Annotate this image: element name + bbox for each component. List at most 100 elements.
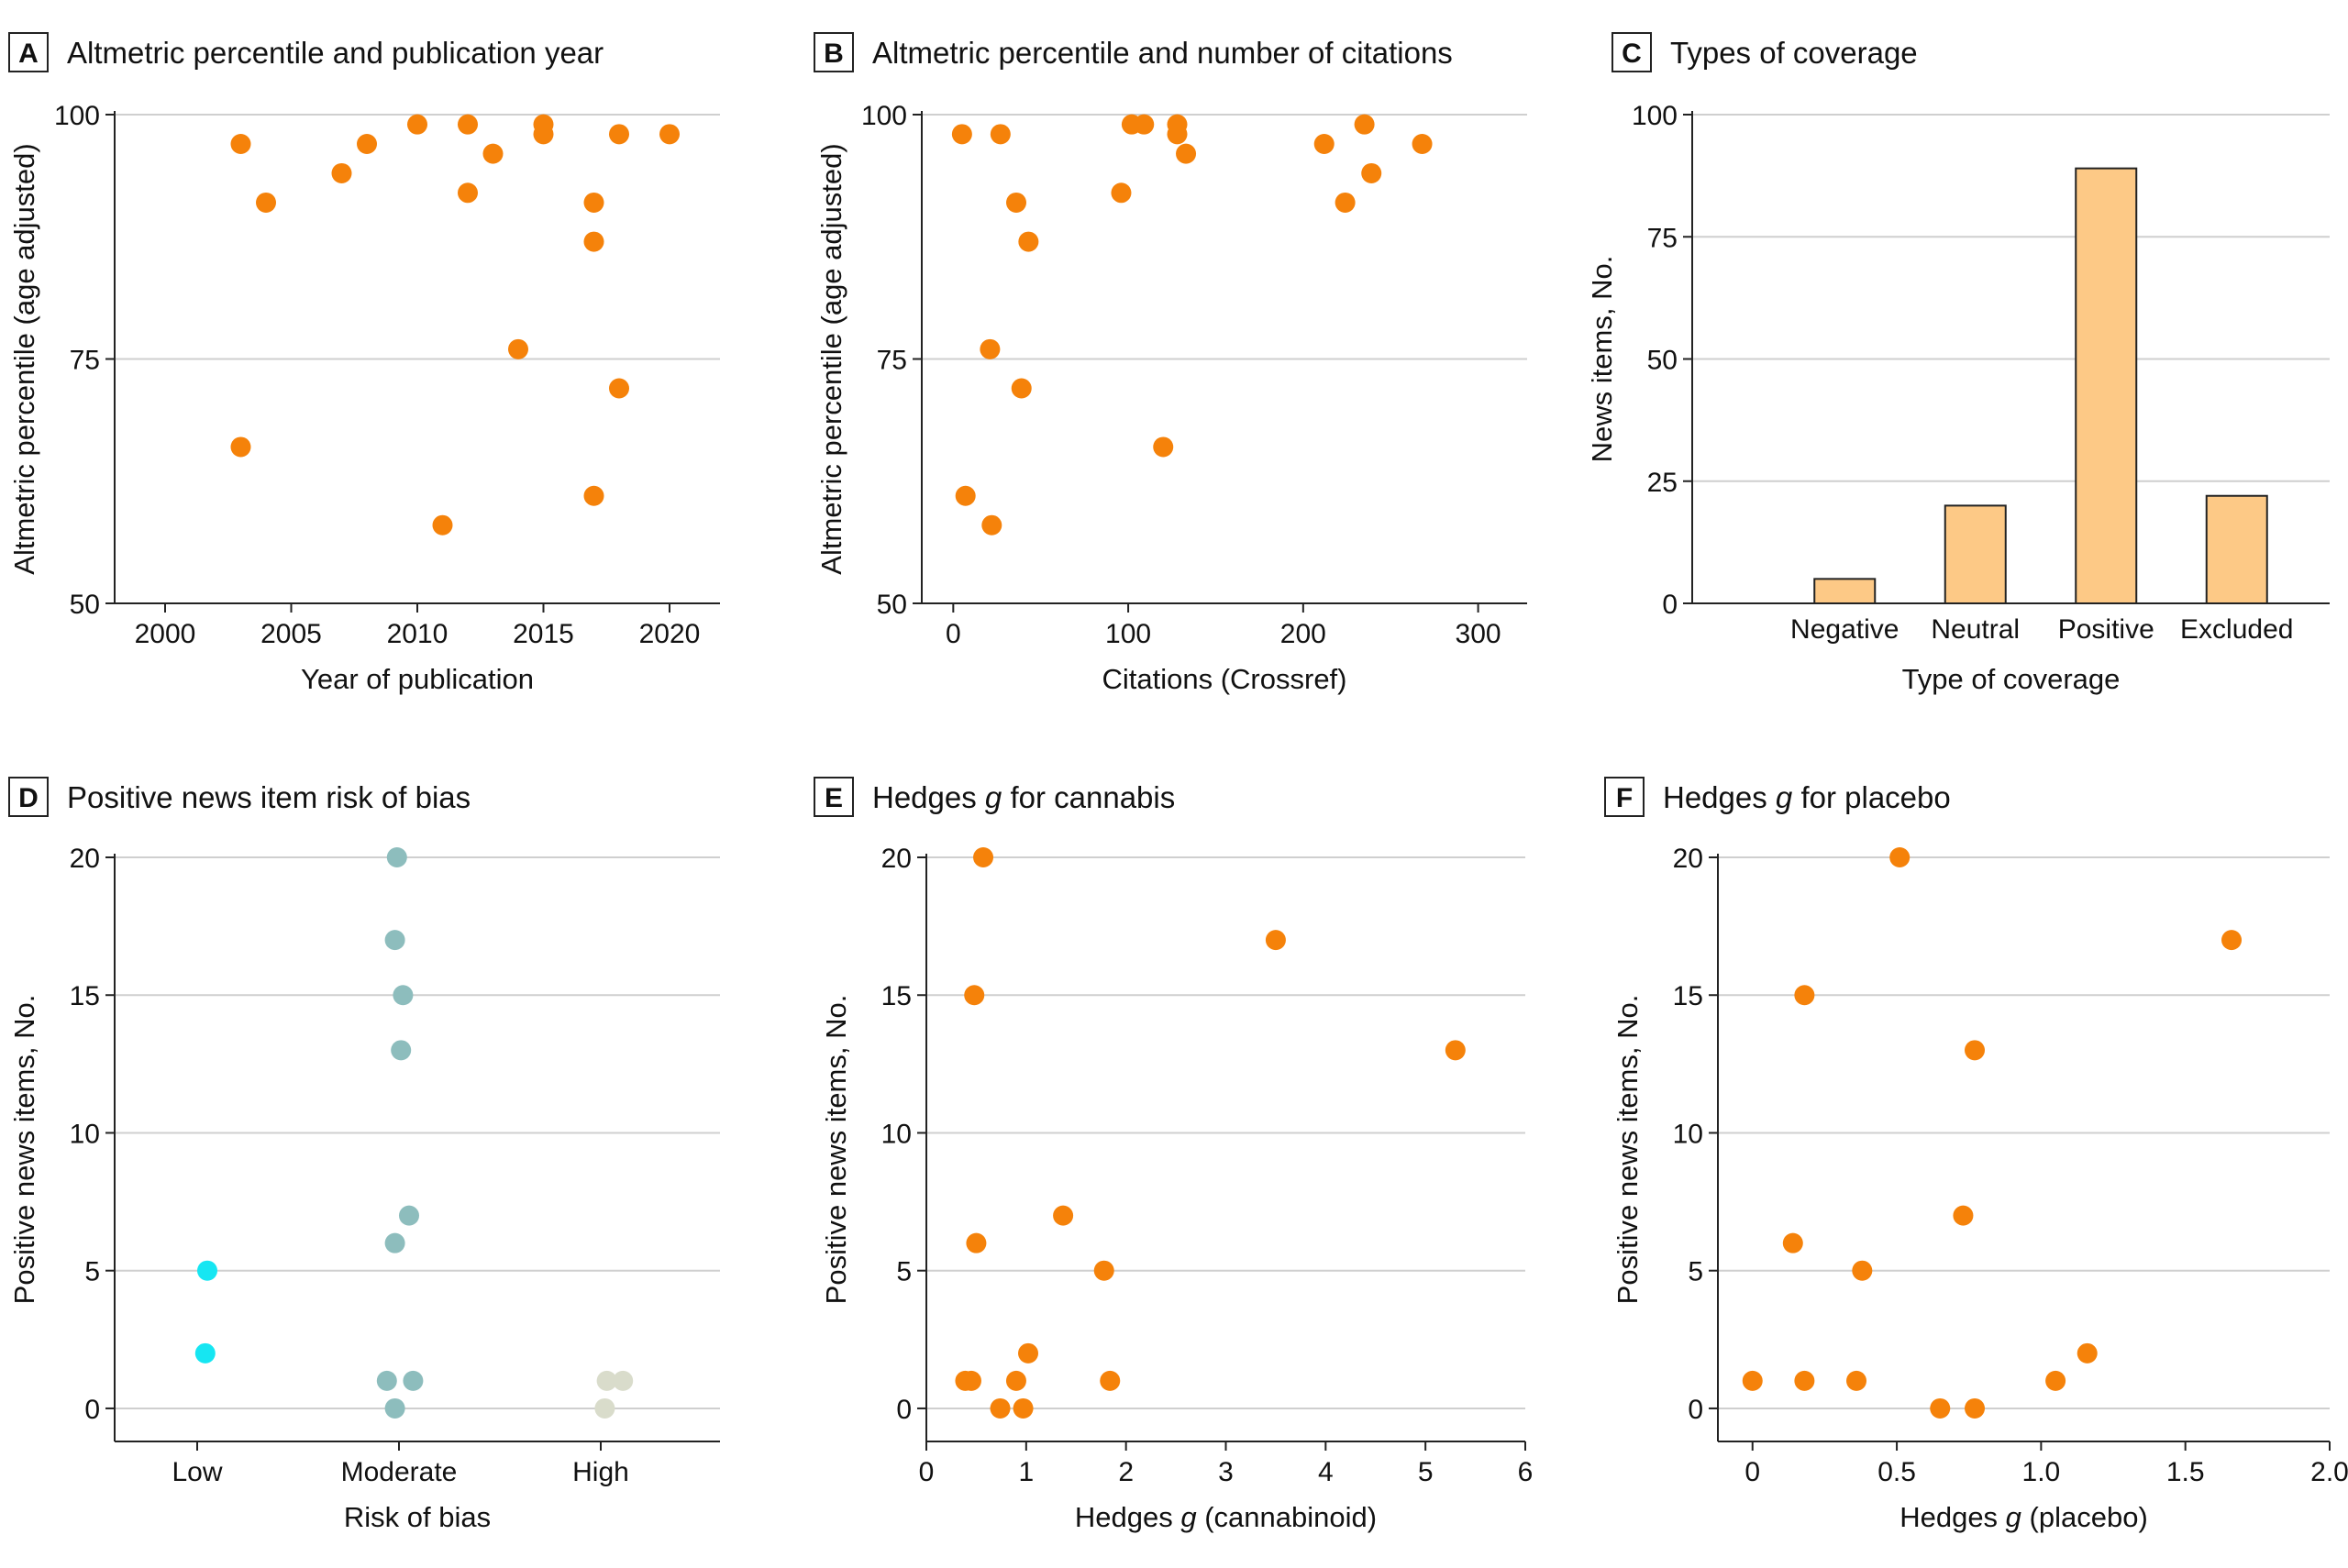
y-tick-label: 75 bbox=[70, 346, 100, 376]
data-point bbox=[1153, 436, 1174, 458]
data-point-moderate bbox=[384, 1397, 405, 1419]
bar-positive bbox=[2075, 167, 2138, 604]
data-point bbox=[951, 124, 972, 145]
data-point bbox=[1134, 114, 1155, 135]
y-tick-label: 0 bbox=[896, 1395, 912, 1425]
data-point bbox=[973, 847, 994, 867]
panel-title: Types of coverage bbox=[1670, 36, 1918, 70]
data-point bbox=[1953, 1205, 1974, 1226]
x-tick-label: 2 bbox=[1118, 1457, 1134, 1487]
data-point bbox=[1176, 143, 1197, 164]
x-tick-label: Excluded bbox=[2180, 614, 2293, 645]
panel-letter: B bbox=[824, 39, 844, 69]
data-point bbox=[533, 124, 554, 145]
data-point bbox=[1742, 1370, 1763, 1391]
data-point bbox=[331, 162, 352, 183]
data-point bbox=[1093, 1260, 1114, 1281]
y-tick-label: 20 bbox=[1673, 844, 1703, 874]
data-point-high bbox=[613, 1370, 634, 1391]
y-tick-label: 15 bbox=[881, 981, 912, 1011]
data-point-moderate bbox=[376, 1370, 397, 1391]
data-point-moderate bbox=[384, 1232, 405, 1253]
y-tick-label: 100 bbox=[1632, 101, 1678, 131]
x-tick-label: 0 bbox=[1744, 1457, 1760, 1487]
y-axis-label: Positive news items, No. bbox=[1611, 995, 1644, 1305]
data-point-moderate bbox=[399, 1205, 419, 1226]
y-tick-label: 0 bbox=[1688, 1395, 1703, 1425]
y-tick-label: 50 bbox=[877, 590, 907, 620]
y-tick-label: 10 bbox=[1673, 1119, 1703, 1149]
x-tick-label: 5 bbox=[1418, 1457, 1434, 1487]
data-point bbox=[1053, 1205, 1074, 1226]
data-point bbox=[583, 485, 604, 506]
x-tick-label: 300 bbox=[1456, 619, 1501, 649]
panel-title: Altmetric percentile and number of citat… bbox=[872, 36, 1453, 70]
x-axis-label: Year of publication bbox=[301, 663, 534, 695]
x-tick-label: Neutral bbox=[1931, 614, 2020, 645]
data-point-low bbox=[197, 1260, 217, 1281]
data-point bbox=[981, 514, 1002, 536]
data-point-moderate bbox=[391, 1040, 412, 1061]
panel-letter-box bbox=[814, 777, 854, 817]
y-tick-label: 100 bbox=[861, 101, 907, 131]
data-point-moderate bbox=[403, 1370, 424, 1391]
y-tick-label: 50 bbox=[70, 590, 100, 620]
data-point bbox=[256, 192, 276, 213]
data-point bbox=[2077, 1342, 2098, 1364]
data-point bbox=[2221, 930, 2243, 951]
y-axis-label: Positive news items, No. bbox=[8, 995, 40, 1305]
data-point bbox=[482, 143, 504, 164]
y-tick-label: 15 bbox=[1673, 981, 1703, 1011]
data-point bbox=[980, 338, 1001, 359]
data-point bbox=[1965, 1397, 1986, 1419]
panel-c: C Types of coverage 0 25 50 75 100 News items, … bbox=[1586, 32, 2330, 695]
x-tick-label: 2.0 bbox=[2310, 1457, 2348, 1487]
panel-title: Altmetric percentile and publication yea… bbox=[67, 36, 604, 70]
x-tick-label: High bbox=[572, 1457, 629, 1487]
data-point bbox=[1006, 192, 1027, 213]
x-tick-label: 2010 bbox=[387, 619, 449, 649]
bar-excluded bbox=[2205, 494, 2268, 604]
y-tick-label: 20 bbox=[881, 844, 912, 874]
panel-b: B Altmetric percentile and number of cita… bbox=[814, 32, 1527, 695]
x-tick-label: 4 bbox=[1318, 1457, 1334, 1487]
data-point-high bbox=[596, 1370, 617, 1391]
x-axis-label: Risk of bias bbox=[344, 1501, 491, 1533]
data-point bbox=[1852, 1260, 1873, 1281]
data-point bbox=[966, 1232, 987, 1253]
y-tick-label: 50 bbox=[1647, 346, 1678, 376]
data-point bbox=[955, 485, 976, 506]
data-point bbox=[1930, 1397, 1951, 1419]
data-point bbox=[508, 338, 528, 359]
data-point bbox=[1794, 1370, 1815, 1391]
data-point bbox=[230, 436, 251, 458]
panel-letter-box bbox=[8, 32, 49, 72]
data-point bbox=[1335, 192, 1356, 213]
x-tick-label: 1.5 bbox=[2166, 1457, 2205, 1487]
data-point bbox=[583, 231, 604, 252]
panel-letter: C bbox=[1622, 39, 1642, 69]
panel-letter-box bbox=[1611, 32, 1652, 72]
data-point bbox=[1265, 930, 1286, 951]
data-point bbox=[2045, 1370, 2066, 1391]
panel-a: A Altmetric percentile and publication ye… bbox=[8, 32, 720, 695]
data-point bbox=[1965, 1040, 1986, 1061]
x-tick-label: 2000 bbox=[135, 619, 196, 649]
bar-negative bbox=[1813, 578, 1877, 604]
data-point-moderate bbox=[393, 985, 414, 1006]
data-point-low bbox=[194, 1342, 216, 1364]
y-axis-label: News items, No. bbox=[1586, 256, 1618, 463]
y-tick-label: 20 bbox=[70, 844, 100, 874]
data-point bbox=[407, 114, 427, 135]
y-tick-label: 100 bbox=[54, 101, 100, 131]
data-point bbox=[1005, 1370, 1026, 1391]
data-point bbox=[990, 124, 1011, 145]
panel-letter: D bbox=[18, 783, 39, 813]
data-point bbox=[1782, 1232, 1803, 1253]
panel-letter-box bbox=[814, 32, 854, 72]
y-tick-label: 5 bbox=[896, 1257, 912, 1287]
y-axis-label: Altmetric percentile (age adjusted) bbox=[815, 143, 847, 574]
data-point bbox=[609, 378, 629, 399]
x-tick-label: 0 bbox=[946, 619, 961, 649]
